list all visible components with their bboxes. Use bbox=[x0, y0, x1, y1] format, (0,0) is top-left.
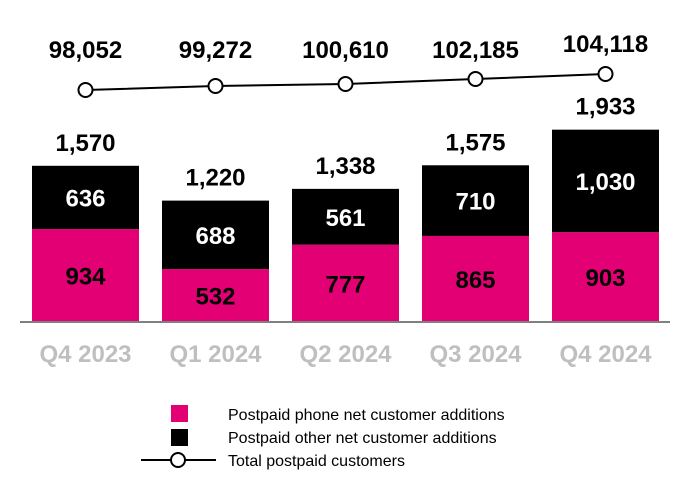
bar-phone bbox=[552, 232, 659, 322]
bar-other bbox=[552, 129, 659, 233]
data-label-other: 688 bbox=[195, 223, 235, 250]
bar-phone bbox=[422, 235, 529, 322]
line-data-label: 100,610 bbox=[302, 37, 389, 64]
data-label-total: 1,220 bbox=[185, 165, 245, 192]
bar-other bbox=[162, 200, 269, 270]
x-tick-label: Q2 2024 bbox=[299, 341, 392, 368]
line-data-label: 102,185 bbox=[432, 37, 519, 64]
bar-phone bbox=[292, 244, 399, 322]
legend-label-other: Postpaid other net customer additions bbox=[228, 430, 497, 447]
data-label-phone: 865 bbox=[455, 267, 495, 294]
legend-swatch-phone bbox=[171, 405, 188, 422]
data-label-other: 561 bbox=[325, 205, 365, 232]
data-label-total: 1,575 bbox=[445, 129, 505, 156]
line-marker bbox=[207, 78, 224, 94]
bar-other bbox=[422, 165, 529, 236]
line-marker bbox=[337, 76, 354, 92]
x-tick-label: Q4 2024 bbox=[559, 341, 652, 368]
bar-phone bbox=[162, 269, 269, 322]
labels-layer: 934 636 1,570 532 688 1,220 777 561 1,338 865 710 1… bbox=[55, 94, 635, 311]
data-label-phone: 903 bbox=[585, 265, 625, 292]
data-label-total: 1,338 bbox=[315, 153, 375, 180]
x-tick-label: Q4 2023 bbox=[39, 341, 131, 368]
x-tick-label: Q3 2024 bbox=[429, 341, 522, 368]
bar-other bbox=[32, 165, 139, 230]
x-tick-label: Q1 2024 bbox=[169, 341, 262, 368]
legend: Postpaid phone net customer additions Po… bbox=[141, 405, 505, 470]
data-label-total: 1,570 bbox=[55, 130, 115, 157]
data-label-other: 710 bbox=[455, 189, 495, 216]
data-label-phone: 934 bbox=[65, 264, 106, 291]
data-label-total: 1,933 bbox=[575, 94, 635, 121]
line-layer: 98,052 99,272 100,610 102,185 104,118 bbox=[49, 31, 648, 98]
legend-line-marker bbox=[170, 452, 186, 468]
line-marker bbox=[597, 66, 614, 82]
line-data-label: 98,052 bbox=[49, 37, 122, 64]
data-label-other: 1,030 bbox=[575, 169, 635, 196]
data-label-other: 636 bbox=[65, 185, 105, 212]
line-data-label: 104,118 bbox=[563, 31, 648, 58]
data-label-phone: 777 bbox=[325, 271, 365, 298]
bar-other bbox=[292, 188, 399, 245]
line-marker bbox=[467, 71, 484, 87]
line-data-label: 99,272 bbox=[179, 37, 252, 64]
line-marker bbox=[77, 82, 94, 98]
legend-swatch-other bbox=[171, 429, 188, 446]
legend-label-line: Total postpaid customers bbox=[228, 453, 405, 470]
ticks-layer: Q4 2023 Q1 2024 Q2 2024 Q3 2024 Q4 2024 bbox=[39, 341, 652, 368]
data-label-phone: 532 bbox=[195, 284, 235, 311]
legend-label-phone: Postpaid phone net customer additions bbox=[228, 407, 505, 424]
bars-layer bbox=[32, 129, 659, 322]
bar-phone bbox=[32, 229, 139, 322]
